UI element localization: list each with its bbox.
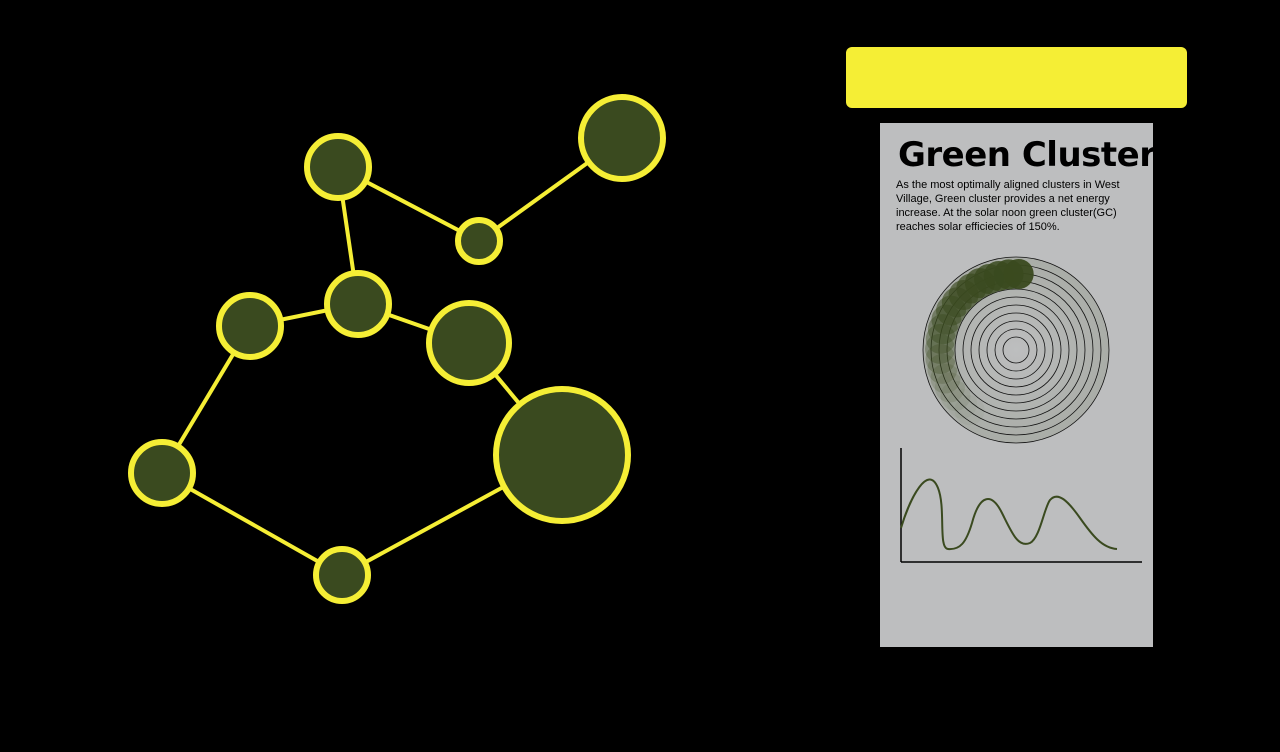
cluster-node <box>455 217 503 265</box>
cluster-node <box>128 439 196 507</box>
sun-position-dot <box>925 323 956 354</box>
sun-position-dot <box>925 333 955 364</box>
cluster-node <box>313 546 371 604</box>
header-bar <box>846 47 1187 108</box>
solar-ring <box>986 320 1046 380</box>
sun-position-dot <box>934 372 965 403</box>
solar-ring <box>1002 336 1030 364</box>
solar-ring <box>962 296 1070 404</box>
solar-ring <box>994 328 1038 372</box>
solar-ring <box>922 256 1110 444</box>
cluster-node <box>426 300 512 386</box>
sun-position-dot <box>925 344 956 374</box>
network-edge <box>161 471 343 577</box>
sun-position-dot <box>940 380 971 411</box>
sun-position-dot <box>1003 259 1034 289</box>
sun-position-dot <box>947 388 978 419</box>
sun-position-dot <box>954 395 985 426</box>
cluster-node <box>578 94 666 182</box>
solar-ring <box>970 304 1062 396</box>
sun-position-dot <box>930 363 961 394</box>
sun-position-dot <box>927 314 958 345</box>
cluster-node <box>324 270 392 338</box>
cluster-node <box>304 133 372 201</box>
solar-ring <box>978 312 1054 388</box>
cluster-node <box>216 292 284 360</box>
sun-position-dot <box>927 353 958 384</box>
panel-graphics <box>900 256 1142 563</box>
info-panel: Green Cluster As the most optimally alig… <box>880 123 1156 647</box>
panel-title: Green Cluster <box>898 135 1156 175</box>
cluster-node <box>493 386 631 524</box>
sun-path-dots <box>925 259 1034 426</box>
sun-position-dot <box>931 304 962 335</box>
solar-ring <box>954 288 1078 412</box>
panel-description: As the most optimally aligned clusters i… <box>896 179 1120 233</box>
efficiency-plot <box>900 448 1142 563</box>
network-nodes <box>128 94 666 604</box>
efficiency-curve <box>900 478 1118 551</box>
